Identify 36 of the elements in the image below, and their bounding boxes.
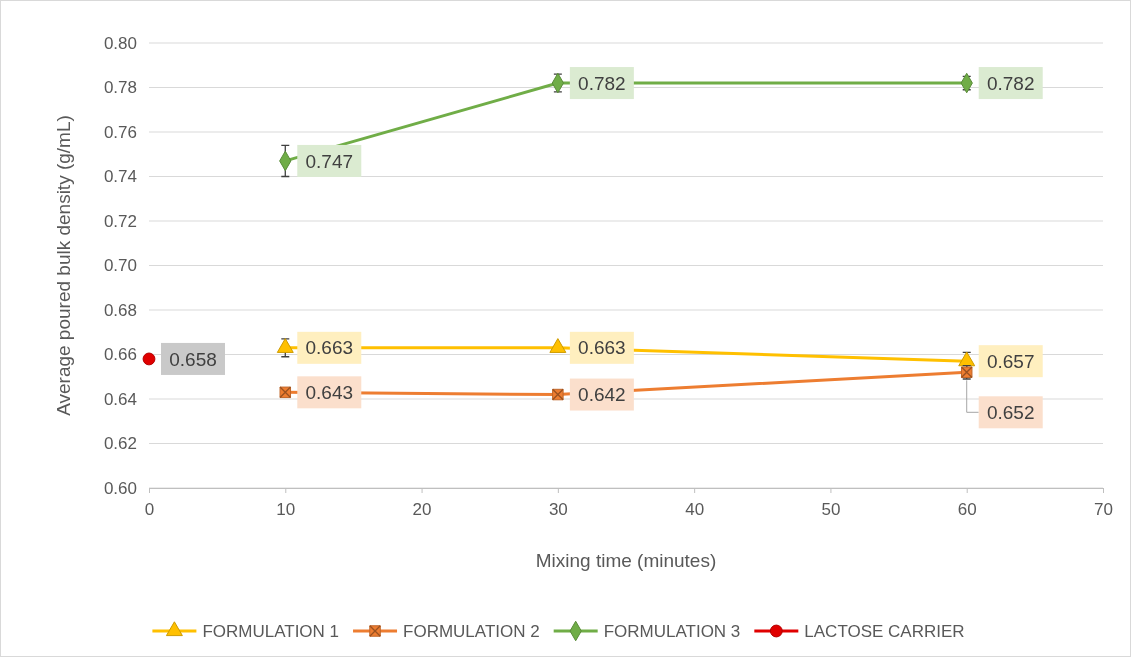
x-tick-label: 50 — [821, 499, 841, 519]
x-tick-label: 60 — [957, 499, 977, 519]
x-tick-label: 20 — [412, 499, 432, 519]
data-label: 0.643 — [305, 381, 354, 403]
data-label: 0.642 — [578, 384, 626, 406]
x-tick-label: 30 — [548, 499, 568, 519]
y-tick-label: 0.78 — [103, 78, 137, 98]
x-tick-label: 0 — [144, 499, 155, 519]
point — [142, 352, 156, 366]
y-tick-label: 0.60 — [103, 478, 137, 498]
data-label: 0.663 — [305, 337, 354, 359]
y-axis-title: Average poured bulk density (g/mL) — [53, 115, 74, 416]
legend-label: FORMULATION 2 — [403, 621, 540, 641]
data-label: 0.747 — [305, 150, 354, 172]
data-label: 0.652 — [986, 401, 1035, 423]
y-tick-label: 0.64 — [103, 389, 137, 409]
y-tick-label: 0.74 — [103, 167, 137, 187]
y-tick-label: 0.66 — [103, 345, 137, 365]
y-tick-label: 0.76 — [103, 122, 137, 142]
x-axis-title: Mixing time (minutes) — [535, 550, 717, 571]
data-label: 0.782 — [986, 72, 1035, 94]
y-tick-label: 0.80 — [103, 33, 137, 53]
y-tick-label: 0.70 — [103, 256, 137, 276]
data-label: 0.658 — [169, 348, 217, 370]
x-tick-label: 10 — [276, 499, 296, 519]
data-label: 0.657 — [986, 350, 1035, 372]
y-tick-label: 0.68 — [103, 300, 137, 320]
x-tick-label: 70 — [1094, 499, 1113, 519]
data-label: 0.782 — [578, 72, 626, 94]
y-tick-label: 0.62 — [103, 434, 137, 454]
legend-label: LACTOSE CARRIER — [804, 621, 965, 641]
legend-label: FORMULATION 1 — [202, 621, 340, 641]
y-tick-label: 0.72 — [103, 211, 137, 231]
x-tick-label: 40 — [685, 499, 705, 519]
data-label: 0.663 — [578, 337, 626, 359]
legend-label: FORMULATION 3 — [603, 621, 741, 641]
